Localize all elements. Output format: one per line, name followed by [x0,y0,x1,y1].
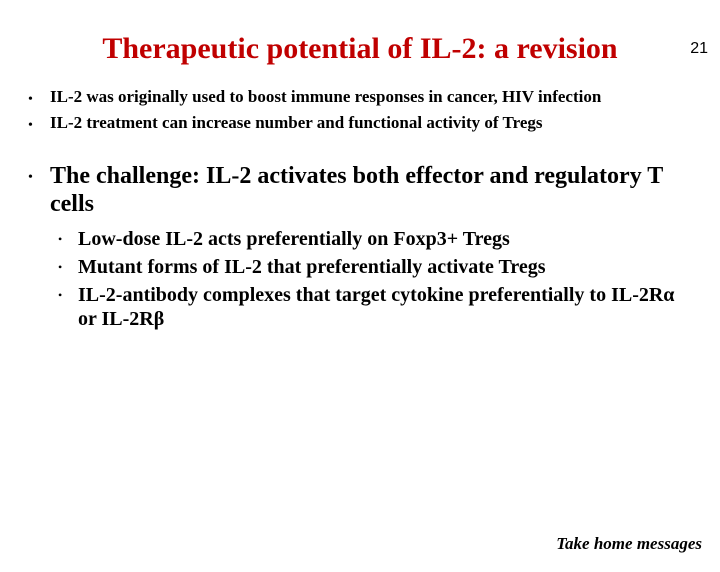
main-point-text: The challenge: IL-2 activates both effec… [50,162,692,220]
bullet-text: IL-2 was originally used to boost immune… [50,87,601,110]
sub-bullet-group: • Low-dose IL-2 acts preferentially on F… [28,227,692,331]
list-item: • IL-2-antibody complexes that target cy… [58,283,692,331]
bullet-group-1: • IL-2 was originally used to boost immu… [28,87,692,136]
list-item: • Low-dose IL-2 acts preferentially on F… [58,227,692,251]
footer-note: Take home messages [556,534,702,554]
sub-bullet-text: IL-2-antibody complexes that target cyto… [78,283,692,331]
bullet-text: IL-2 treatment can increase number and f… [50,113,543,136]
slide-title: Therapeutic potential of IL-2: a revisio… [0,32,720,67]
bullet-icon: • [58,227,78,251]
list-item: • IL-2 treatment can increase number and… [28,113,692,136]
main-point-group: • The challenge: IL-2 activates both eff… [28,162,692,220]
sub-bullet-text: Low-dose IL-2 acts preferentially on Fox… [78,227,510,251]
bullet-icon: • [28,87,50,110]
spacer [28,140,692,162]
bullet-icon: • [58,283,78,331]
bullet-icon: • [28,162,50,220]
page-number: 21 [690,40,708,58]
list-item: • The challenge: IL-2 activates both eff… [28,162,692,220]
bullet-icon: • [58,255,78,279]
sub-bullet-text: Mutant forms of IL-2 that preferentially… [78,255,546,279]
bullet-icon: • [28,113,50,136]
content-area: • IL-2 was originally used to boost immu… [0,87,720,332]
list-item: • IL-2 was originally used to boost immu… [28,87,692,110]
list-item: • Mutant forms of IL-2 that preferential… [58,255,692,279]
